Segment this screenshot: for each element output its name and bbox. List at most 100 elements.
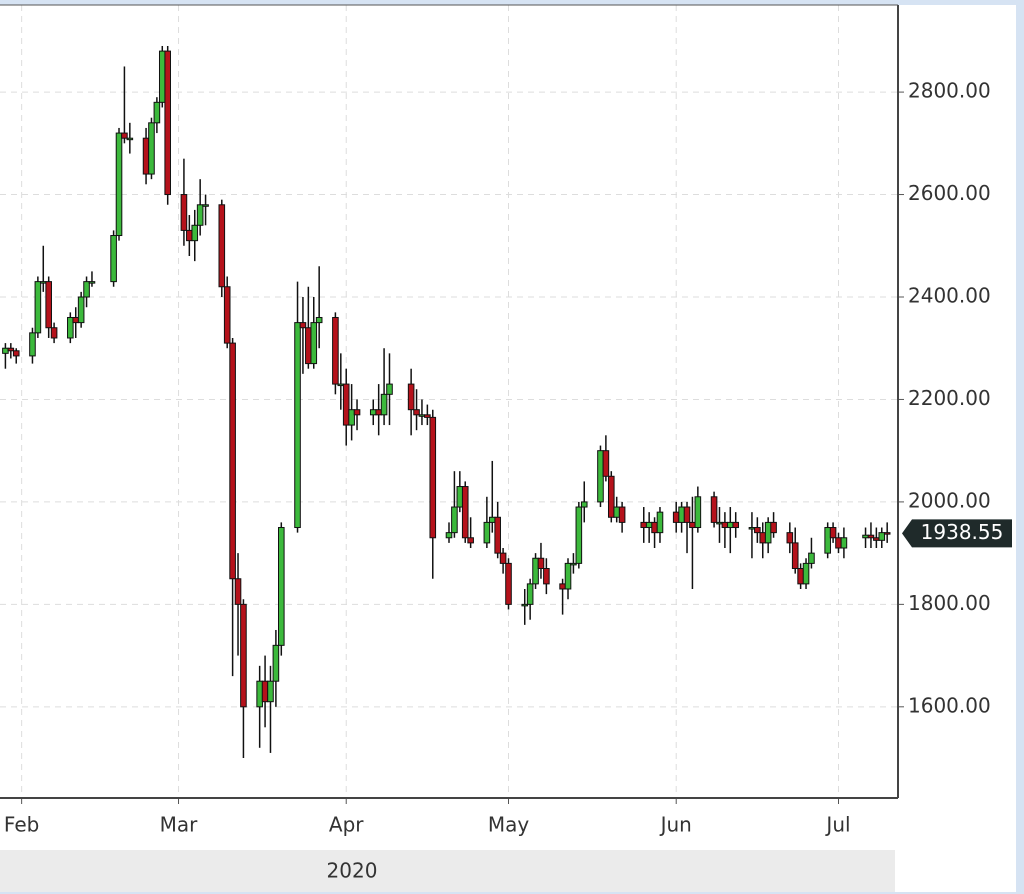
candle-body [618, 506, 626, 523]
candle-body [532, 557, 539, 585]
candle-body [294, 322, 301, 529]
candle-body [380, 393, 388, 416]
candle-body [613, 506, 620, 518]
last-price-label: 1938.55 [921, 520, 1004, 544]
candle-body [272, 644, 280, 682]
candle-body [678, 506, 685, 523]
candle-body [808, 552, 815, 564]
candle-body [240, 603, 247, 708]
candle-body [305, 327, 312, 365]
candle-body [602, 450, 610, 477]
candle-body [873, 537, 880, 541]
candle-body [337, 383, 345, 387]
candle-body [386, 383, 393, 395]
candle-body [689, 521, 696, 529]
candle-body [488, 516, 496, 523]
candle-body [218, 204, 226, 288]
candle-body [191, 224, 199, 242]
candle-body [597, 450, 604, 503]
candle-body [607, 475, 615, 518]
candle-body [537, 557, 545, 570]
candle-body [180, 194, 188, 231]
candle-body [332, 316, 339, 385]
candle-body [67, 316, 74, 339]
candle-body [521, 603, 529, 607]
candle-body [126, 137, 134, 141]
candle-body [461, 486, 469, 539]
y-tick-label: 1600.00 [908, 693, 991, 717]
candle-body [651, 521, 658, 534]
y-tick-label: 2600.00 [908, 181, 991, 205]
y-tick-label: 2200.00 [908, 386, 991, 410]
candle-body [505, 562, 512, 605]
candle-body [424, 414, 431, 418]
candle-body [543, 568, 550, 585]
candle-body [575, 506, 583, 564]
candle-body [732, 521, 740, 529]
candle-body [770, 521, 777, 534]
candle-body [451, 506, 458, 534]
x-tick-label: Jul [824, 813, 850, 837]
candle-body [310, 322, 318, 365]
candle-body [407, 383, 415, 411]
year-band [0, 850, 895, 892]
candle-body [353, 409, 361, 416]
candle-body [2, 347, 9, 354]
candle-body [342, 383, 350, 426]
candle-body [369, 409, 377, 416]
candle-body [121, 132, 128, 139]
year-label: 2020 [327, 859, 378, 883]
y-tick-label: 2400.00 [908, 283, 991, 307]
candle-body [375, 409, 382, 416]
x-tick-label: May [488, 813, 530, 837]
candle-body [797, 568, 804, 585]
candle-body [29, 332, 36, 357]
candle-body [234, 578, 242, 605]
candle-body [727, 521, 734, 529]
candle-body [348, 409, 355, 426]
candle-body [883, 532, 891, 535]
candle-body [77, 296, 85, 324]
candle-body [494, 516, 501, 554]
candle-body [862, 534, 869, 539]
candle-body [564, 562, 572, 590]
candle-body [299, 322, 307, 329]
y-tick-label: 2800.00 [908, 79, 991, 103]
candle-body [672, 511, 680, 523]
last-price-tag [902, 519, 1012, 548]
y-tick-label: 2000.00 [908, 488, 991, 512]
candle-body [413, 409, 420, 416]
candle-body [418, 414, 426, 417]
candle-body [7, 347, 15, 352]
candle-body [186, 229, 193, 242]
candle-body [754, 527, 761, 534]
candle-body [229, 342, 236, 580]
candle-body [115, 132, 123, 237]
candle-body [694, 496, 702, 529]
candle-body [445, 532, 453, 539]
x-tick-label: Jun [659, 813, 692, 837]
candle-body [196, 204, 204, 226]
candle-body [645, 521, 653, 529]
candle-body [716, 521, 723, 525]
candle-body [429, 416, 437, 539]
candle-body [683, 506, 691, 523]
candle-body [656, 511, 664, 534]
candle-body [39, 281, 47, 284]
candle-body [499, 552, 507, 564]
candle-body [256, 680, 263, 708]
candle-body [88, 281, 96, 284]
x-tick-label: Feb [4, 813, 39, 837]
candle-body [34, 281, 42, 334]
candle-body [526, 583, 534, 605]
x-tick-label: Mar [160, 813, 199, 837]
candle-body [202, 204, 209, 207]
candle-body [580, 501, 588, 508]
candle-body [570, 562, 577, 566]
candle-body [835, 537, 842, 549]
candle-body [878, 532, 886, 541]
candle-body [158, 50, 166, 103]
candle-body [721, 521, 729, 529]
